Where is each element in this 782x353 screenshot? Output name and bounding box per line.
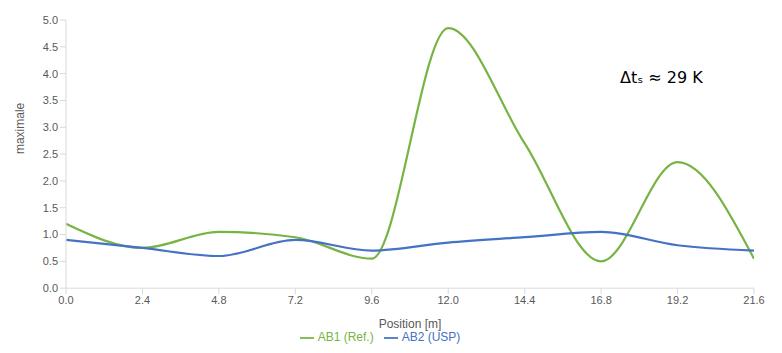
svg-text:1.5: 1.5 — [43, 202, 58, 214]
svg-text:4.0: 4.0 — [43, 68, 58, 80]
svg-text:5.0: 5.0 — [43, 14, 58, 26]
html-text:AB1 (Ref.): AB1 (Ref.) — [317, 330, 374, 345]
svg-text:1.0: 1.0 — [43, 228, 58, 240]
svg-text:Position [m]: Position [m] — [379, 317, 442, 331]
svg-text:0.0: 0.0 — [58, 294, 73, 306]
svg-text:2.4: 2.4 — [135, 294, 150, 306]
svg-text:2.0: 2.0 — [43, 175, 58, 187]
svg-text:4.8: 4.8 — [211, 294, 226, 306]
svg-text:maximale: maximale — [13, 102, 27, 154]
svg-text:2.5: 2.5 — [43, 148, 58, 160]
svg-text:3.5: 3.5 — [43, 94, 58, 106]
svg-text:4.5: 4.5 — [43, 41, 58, 53]
svg-text:7.2: 7.2 — [288, 294, 303, 306]
svg-text:14.4: 14.4 — [514, 294, 535, 306]
svg-text:21.6: 21.6 — [743, 294, 764, 306]
svg-text:3.0: 3.0 — [43, 121, 58, 133]
svg-text:19.2: 19.2 — [667, 294, 688, 306]
svg-text:12.0: 12.0 — [438, 294, 459, 306]
html-text:AB2 (USP): AB2 (USP) — [401, 330, 461, 345]
svg-text:0.5: 0.5 — [43, 255, 58, 267]
svg-text:9.6: 9.6 — [364, 294, 379, 306]
svg-text:0.0: 0.0 — [43, 282, 58, 294]
html-text:Δtₛ ≈ 29 K: Δtₛ ≈ 29 K — [620, 68, 703, 87]
svg-text:16.8: 16.8 — [590, 294, 611, 306]
